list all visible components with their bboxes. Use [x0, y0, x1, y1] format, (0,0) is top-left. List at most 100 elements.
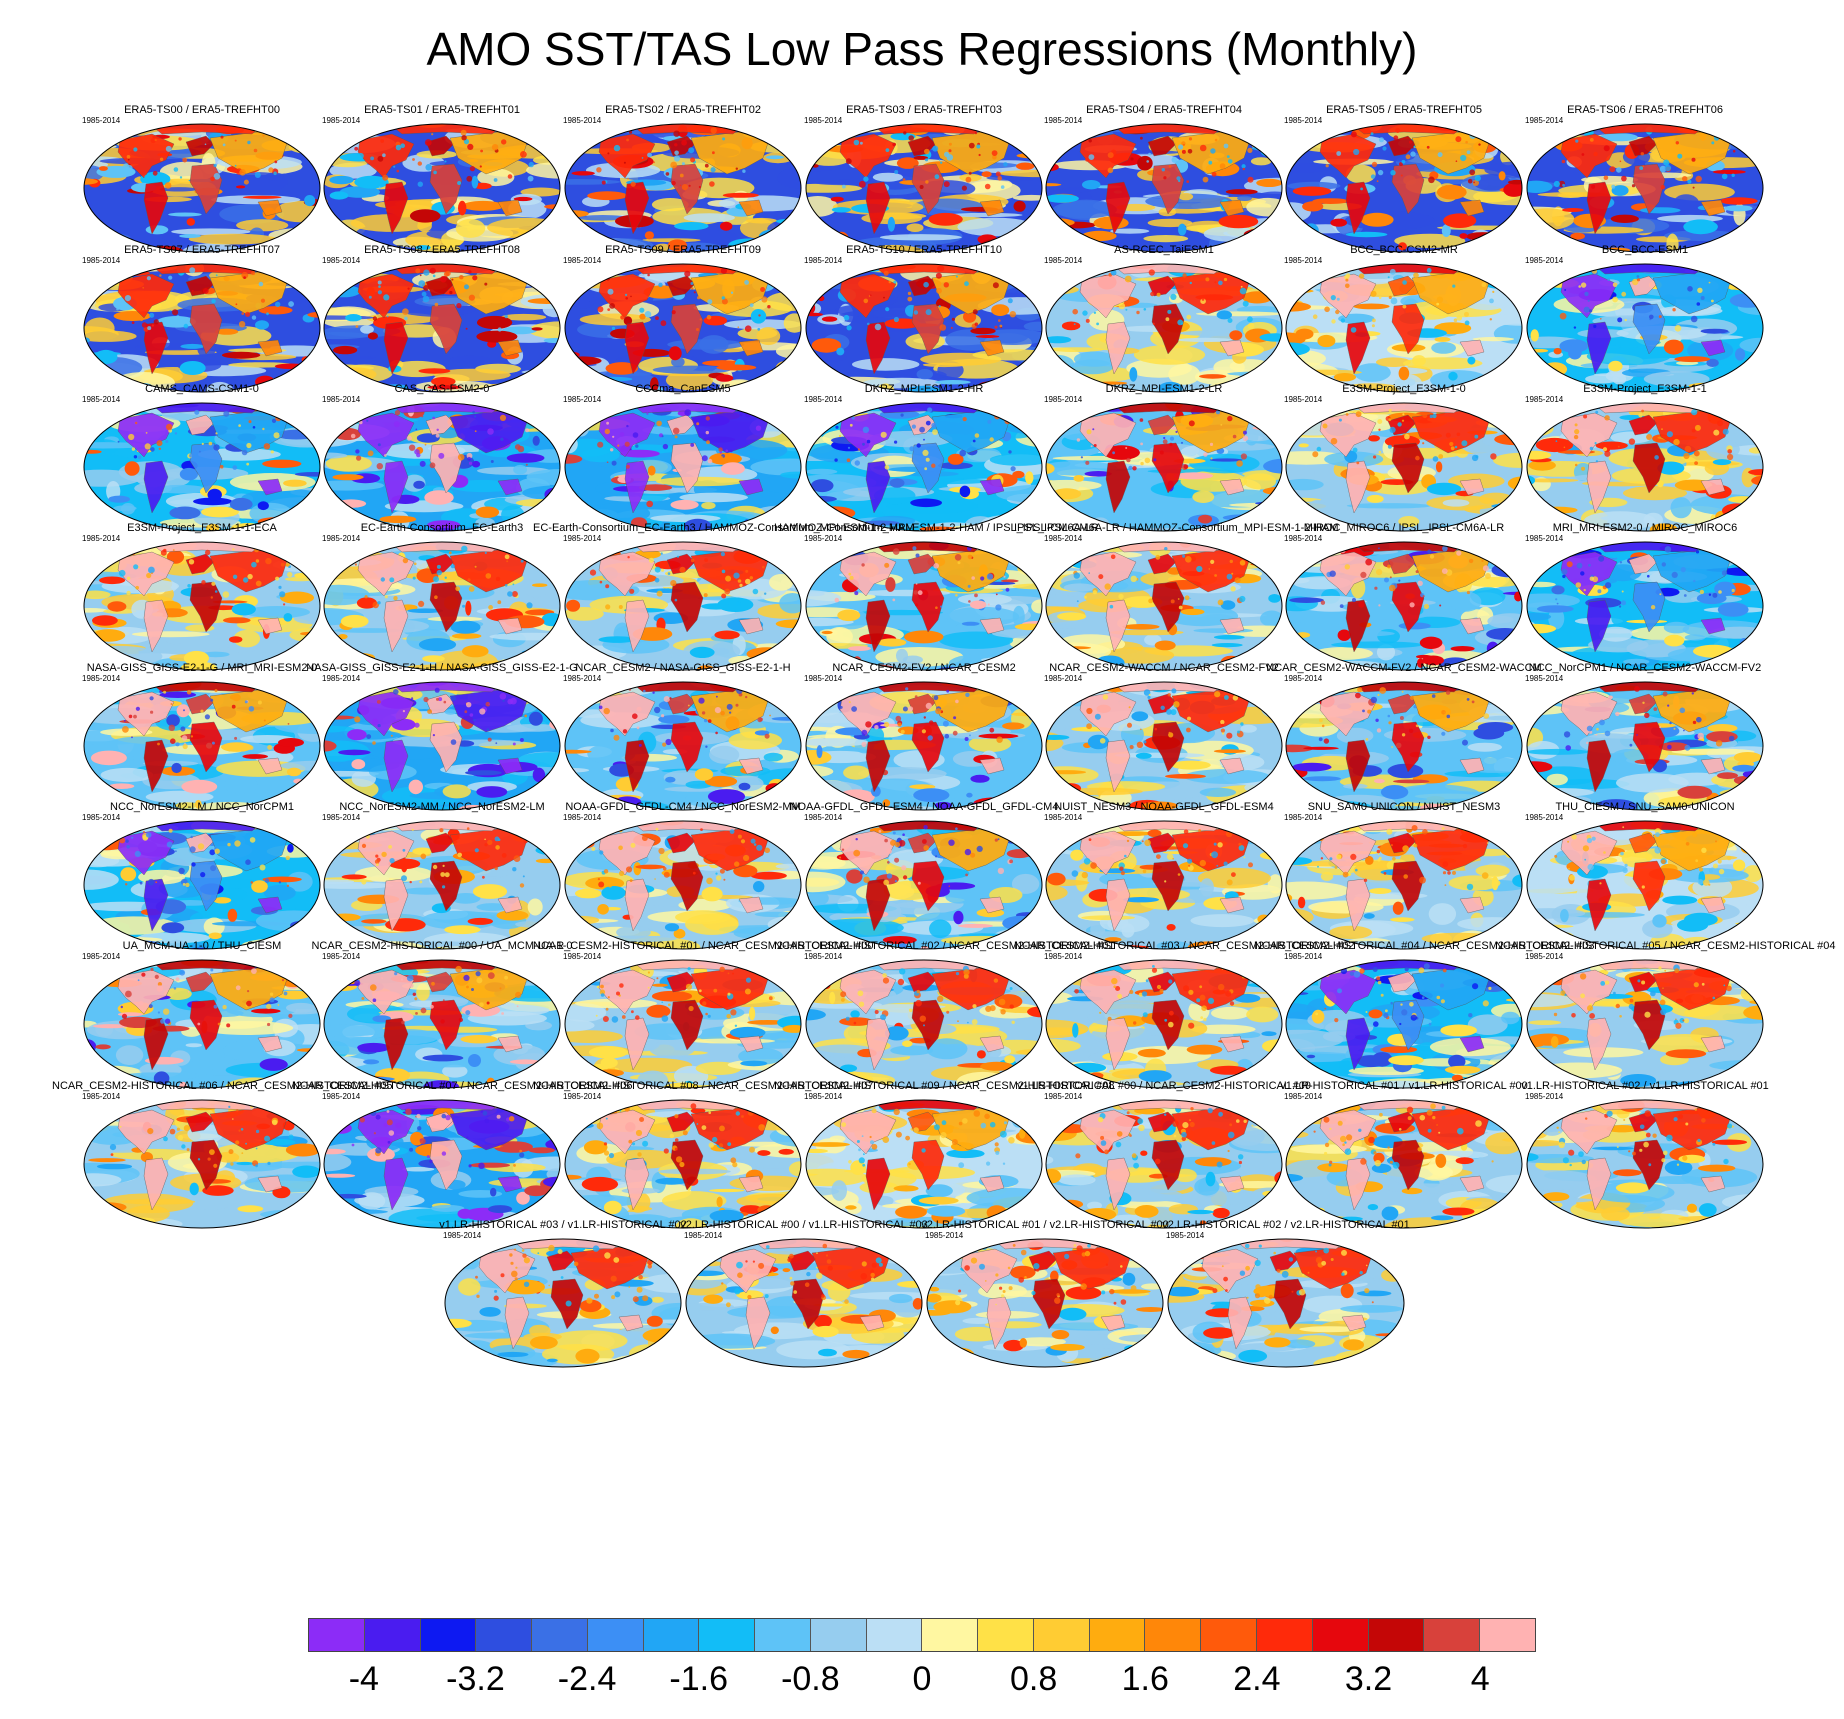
panel-title: IPSL_IPSL-CM6A-LR / HAMMOZ-Consortium_MP…: [1014, 522, 1339, 534]
panel-period: 1985-2014: [1525, 813, 1564, 822]
panel-title: NCAR_CESM2-FV2 / NCAR_CESM2: [832, 662, 1016, 674]
regression-map: [564, 123, 802, 253]
panel-period: 1985-2014: [804, 674, 843, 683]
panel-period: 1985-2014: [804, 116, 843, 125]
colorbar-swatch: [978, 1619, 1034, 1651]
regression-map: [323, 263, 561, 393]
map-panel: NCC_NorESM2-LM / NCC_NorCPM1 1985-2014: [82, 801, 322, 953]
map-panel: THU_CIESM / SNU_SAM0-UNICON 1985-2014: [1525, 801, 1765, 953]
regression-map: [1045, 123, 1283, 253]
map-panel: ERA5-TS01 / ERA5-TREFHT01 1985-2014: [322, 104, 562, 256]
map-panel: CCCma_CanESM5 1985-2014: [563, 383, 803, 535]
panel-period: 1985-2014: [563, 674, 602, 683]
map-panel: BCC_BCC-CSM2-MR 1985-2014: [1284, 244, 1524, 396]
panel-title: NCC_NorCPM1 / NCAR_CESM2-WACCM-FV2: [1528, 662, 1762, 674]
colorbar-tick-label: -1.6: [669, 1660, 729, 1698]
panel-period: 1985-2014: [322, 256, 361, 265]
map-panel: E3SM-Project_E3SM-1-1 1985-2014: [1525, 383, 1765, 535]
map-panel: IPSL_IPSL-CM6A-LR / HAMMOZ-Consortium_MP…: [1014, 522, 1339, 674]
regression-map: [83, 1099, 321, 1229]
regression-map: [1526, 681, 1764, 811]
panel-title: BCC_BCC-ESM1: [1601, 244, 1689, 256]
map-panel: NASA-GISS_GISS-E2-1-H / NASA-GISS_GISS-E…: [306, 662, 578, 814]
colorbar-swatch: [587, 1619, 644, 1651]
map-panel: NCAR_CESM2-HISTORICAL #06 / NCAR_CESM2-H…: [52, 1080, 393, 1232]
regression-map: [1045, 1099, 1283, 1229]
map-panel: DKRZ_MPI-ESM1-2-LR 1985-2014: [1044, 383, 1284, 535]
colorbar-swatch: [1368, 1619, 1425, 1651]
panel-period: 1985-2014: [1284, 813, 1323, 822]
colorbar-swatch: [532, 1619, 588, 1651]
panel-title: v1.LR-HISTORICAL #02 / v1.LR-HISTORICAL …: [1521, 1080, 1769, 1092]
regression-map: [805, 402, 1043, 532]
map-panel: SNU_SAM0-UNICON / NUIST_NESM3 1985-2014: [1284, 801, 1524, 953]
map-panel: v1.LR-HISTORICAL #02 / v1.LR-HISTORICAL …: [1521, 1080, 1769, 1232]
regression-map: [564, 1099, 802, 1229]
panel-period: 1985-2014: [1044, 116, 1083, 125]
regression-map: [1526, 959, 1764, 1089]
map-panel: v1.LR-HISTORICAL #03 / v1.LR-HISTORICAL …: [439, 1219, 687, 1371]
colorbar-swatch: [309, 1619, 365, 1651]
map-panel: DKRZ_MPI-ESM1-2-HR 1985-2014: [804, 383, 1044, 535]
map-panel: CAMS_CAMS-CSM1-0 1985-2014: [82, 383, 322, 535]
map-panel: NCAR_CESM2-WACCM-FV2 / NCAR_CESM2-WACCM 1…: [1266, 662, 1542, 814]
colorbar-swatch: [420, 1619, 477, 1651]
colorbar-swatch: [364, 1619, 421, 1651]
panel-title: NCAR_CESM2-WACCM-FV2 / NCAR_CESM2-WACCM: [1266, 662, 1542, 674]
panel-title: ERA5-TS05 / ERA5-TREFHT05: [1326, 104, 1482, 116]
panel-period: 1985-2014: [804, 952, 843, 961]
colorbar-swatch: [476, 1619, 533, 1651]
panel-period: 1985-2014: [322, 116, 361, 125]
panel-title: EC-Earth-Consortium_EC-Earth3: [360, 522, 524, 534]
panel-title: NCAR_CESM2-HISTORICAL #07 / NCAR_CESM2-H…: [292, 1080, 633, 1092]
map-panel: NASA-GISS_GISS-E2-1-G / MRI_MRI-ESM2-0 19…: [82, 662, 322, 814]
panel-title: NCAR_CESM2-HISTORICAL #05 / NCAR_CESM2-H…: [1495, 940, 1836, 952]
panel-period: 1985-2014: [804, 813, 843, 822]
panel-title: SNU_SAM0-UNICON / NUIST_NESM3: [1307, 801, 1501, 813]
panel-title: NOAA-GFDL_GFDL-CM4 / NCC_NorESM2-MM: [565, 801, 801, 813]
panel-title: MIROC_MIROC6 / IPSL_IPSL-CM6A-LR: [1303, 522, 1505, 534]
panel-title: NCAR_CESM2 / NASA-GISS_GISS-E2-1-H: [575, 662, 791, 674]
map-panel: UA_MCM-UA-1-0 / THU_CIESM 1985-2014: [82, 940, 322, 1092]
panel-period: 1985-2014: [563, 813, 602, 822]
colorbar-swatch: [1424, 1619, 1481, 1651]
map-panel: NCAR_CESM2-HISTORICAL #08 / NCAR_CESM2-H…: [533, 1080, 874, 1232]
map-panel: E3SM-Project_E3SM-1-1-ECA 1985-2014: [82, 522, 322, 674]
panel-title: DKRZ_MPI-ESM1-2-LR: [1105, 383, 1223, 395]
panel-title: DKRZ_MPI-ESM1-2-HR: [864, 383, 984, 395]
map-panel: NCAR_CESM2-HISTORICAL #04 / NCAR_CESM2-H…: [1254, 940, 1595, 1092]
regression-map: [1045, 959, 1283, 1089]
panel-title: EC-Earth-Consortium_EC-Earth3 / HAMMOZ-C…: [533, 522, 915, 534]
map-panel: NUIST_NESM3 / NOAA-GFDL_GFDL-ESM4 1985-20…: [1044, 801, 1284, 953]
regression-map: [83, 123, 321, 253]
panel-period: 1985-2014: [1284, 674, 1323, 683]
panel-period: 1985-2014: [1525, 116, 1564, 125]
map-panel: ERA5-TS10 / ERA5-TREFHT10 1985-2014: [804, 244, 1044, 396]
regression-map: [1285, 959, 1523, 1089]
map-panel: v2.LR-HISTORICAL #01 / v2.LR-HISTORICAL …: [921, 1219, 1169, 1371]
panel-title: NCC_NorESM2-LM / NCC_NorCPM1: [110, 801, 294, 813]
panel-title: NCAR_CESM2-HISTORICAL #01 / NCAR_CESM2-H…: [533, 940, 874, 952]
panel-period: 1985-2014: [1525, 674, 1564, 683]
map-panel: NCAR_CESM2-HISTORICAL #07 / NCAR_CESM2-H…: [292, 1080, 633, 1232]
map-panel: NOAA-GFDL_GFDL-CM4 / NCC_NorESM2-MM 1985-…: [563, 801, 803, 953]
colorbar-swatch: [1201, 1619, 1258, 1651]
regression-map: [805, 263, 1043, 393]
panel-title: v1.LR-HISTORICAL #03 / v1.LR-HISTORICAL …: [439, 1219, 687, 1231]
panel-period: 1985-2014: [1525, 395, 1564, 404]
panel-period: 1985-2014: [322, 952, 361, 961]
regression-map: [1285, 541, 1523, 671]
map-panel: BCC_BCC-ESM1 1985-2014: [1525, 244, 1765, 396]
regression-map: [564, 820, 802, 950]
regression-map: [323, 123, 561, 253]
colorbar-swatch: [1257, 1619, 1313, 1651]
map-panel: NCAR_CESM2-HISTORICAL #00 / UA_MCM-UA-1-…: [311, 940, 573, 1092]
panel-title: BCC_BCC-CSM2-MR: [1350, 244, 1458, 256]
regression-map: [805, 681, 1043, 811]
panel-period: 1985-2014: [322, 395, 361, 404]
panel-title: NCAR_CESM2-WACCM / NCAR_CESM2-FV2: [1049, 662, 1279, 674]
panel-period: 1985-2014: [1525, 534, 1564, 543]
panel-period: 1985-2014: [563, 1092, 602, 1101]
panel-period: 1985-2014: [82, 1092, 121, 1101]
regression-map: [1526, 123, 1764, 253]
